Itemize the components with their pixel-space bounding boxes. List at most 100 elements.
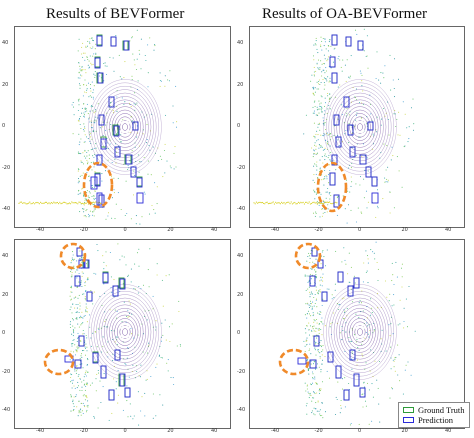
lidar-point	[329, 108, 331, 110]
lidar-point	[82, 412, 84, 415]
lidar-point	[289, 203, 291, 205]
lidar-point	[344, 310, 346, 312]
lidar-point	[319, 216, 321, 218]
lidar-point	[142, 351, 144, 353]
lidar-point	[86, 159, 88, 161]
lidar-point	[341, 339, 343, 341]
lidar-point	[160, 80, 162, 82]
lidar-point	[79, 193, 81, 195]
lidar-point	[364, 169, 366, 171]
lidar-point	[314, 43, 316, 45]
lidar-point	[79, 409, 81, 411]
lidar-point	[394, 370, 396, 372]
lidar-point	[84, 282, 86, 284]
prediction-box	[114, 146, 121, 158]
ego-vehicle	[120, 120, 130, 134]
lidar-point	[134, 174, 136, 176]
lidar-point	[79, 389, 81, 391]
ego-ring	[93, 85, 157, 169]
lidar-point	[330, 151, 332, 154]
lidar-point	[90, 120, 92, 122]
lidar-point	[318, 329, 320, 331]
lidar-point	[35, 202, 37, 204]
lidar-point	[362, 281, 364, 283]
lidar-point	[360, 72, 362, 74]
lidar-point	[139, 376, 141, 378]
lidar-point	[279, 203, 281, 205]
lidar-point	[80, 414, 82, 416]
lidar-point	[321, 285, 323, 287]
ground-truth-box	[359, 154, 367, 165]
lidar-point	[93, 85, 95, 87]
lidar-point	[81, 356, 83, 358]
lidar-point	[147, 86, 149, 88]
lidar-point	[339, 145, 341, 147]
lidar-point	[76, 368, 78, 370]
lidar-point	[315, 40, 317, 42]
lidar-point	[150, 375, 152, 378]
lidar-point	[315, 354, 317, 356]
lidar-point	[333, 135, 335, 137]
lidar-point	[162, 334, 164, 336]
lidar-point	[107, 212, 110, 214]
lidar-point	[314, 135, 316, 138]
highlight-ellipse	[43, 348, 75, 376]
lidar-point	[333, 312, 335, 314]
lidar-point	[326, 112, 328, 114]
lidar-point	[335, 250, 337, 252]
lidar-point	[84, 127, 86, 129]
lidar-point	[100, 351, 102, 353]
lidar-point	[405, 298, 407, 300]
lidar-point	[94, 110, 96, 112]
lidar-point	[73, 297, 75, 299]
lidar-point	[314, 153, 316, 155]
lidar-point	[407, 361, 409, 363]
lidar-point	[93, 416, 95, 418]
lidar-point	[370, 298, 372, 300]
lidar-point	[104, 170, 107, 172]
lidar-point	[113, 279, 115, 281]
lidar-point	[85, 411, 88, 413]
ego-ring	[341, 307, 379, 357]
lidar-point	[82, 95, 84, 97]
lidar-point	[25, 203, 27, 205]
lidar-point	[314, 349, 316, 351]
lidar-point	[126, 357, 128, 359]
x-tick-label: -20	[79, 227, 88, 233]
lidar-point	[102, 336, 104, 338]
y-tick-label: -40	[237, 206, 246, 212]
lidar-point	[127, 368, 129, 370]
lidar-point	[387, 166, 389, 168]
lidar-point	[358, 317, 360, 319]
lidar-point	[255, 201, 257, 203]
lidar-point	[97, 202, 99, 204]
lidar-point	[341, 298, 343, 300]
lidar-point	[368, 389, 370, 391]
lidar-point	[73, 409, 75, 411]
lidar-point	[89, 55, 91, 57]
lidar-point	[83, 114, 86, 116]
lidar-point	[125, 364, 127, 366]
lidar-point	[335, 96, 337, 98]
lidar-point	[82, 163, 85, 165]
lidar-point	[406, 127, 408, 129]
lidar-point	[315, 289, 317, 291]
lidar-point	[313, 407, 315, 409]
lidar-point	[306, 413, 308, 415]
lidar-point	[137, 391, 139, 393]
lidar-point	[307, 303, 309, 305]
lidar-point	[327, 45, 329, 47]
lidar-point	[315, 148, 317, 150]
lidar-point	[134, 64, 136, 66]
lidar-point	[363, 197, 365, 199]
lidar-point	[125, 180, 127, 182]
lidar-point	[111, 197, 113, 199]
lidar-point	[308, 373, 310, 375]
lidar-point	[319, 83, 321, 86]
lidar-point	[78, 347, 80, 349]
lidar-point	[93, 291, 95, 293]
lidar-point	[84, 389, 86, 391]
lidar-point	[315, 271, 317, 273]
lidar-point	[169, 165, 171, 167]
lidar-point	[309, 348, 311, 350]
